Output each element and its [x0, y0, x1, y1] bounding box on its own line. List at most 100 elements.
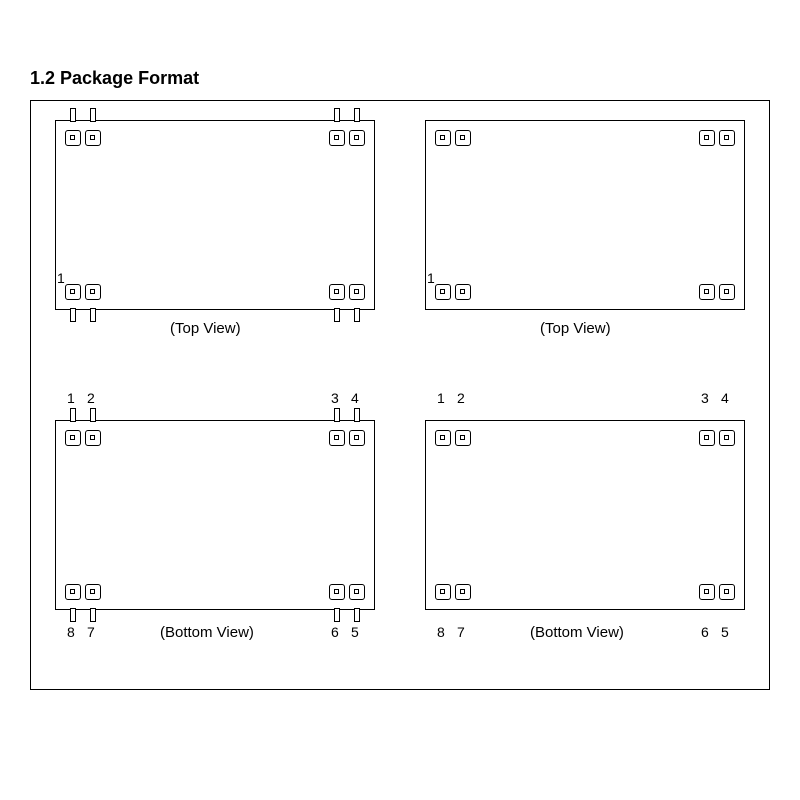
pad: [329, 284, 345, 300]
pad: [435, 584, 451, 600]
pin-num: 6: [331, 624, 339, 640]
pad-dot: [704, 135, 709, 140]
pad-dot: [440, 289, 445, 294]
pad: [719, 284, 735, 300]
pad-dot: [90, 435, 95, 440]
label-bottom-view-right: (Bottom View): [530, 624, 624, 641]
pin-num: 4: [721, 390, 729, 406]
pad-dot: [90, 135, 95, 140]
lead: [90, 108, 96, 122]
label-top-view-right: (Top View): [540, 320, 611, 337]
pin-num: 5: [351, 624, 359, 640]
pin-num: 8: [67, 624, 75, 640]
pad-dot: [460, 135, 465, 140]
pad: [85, 130, 101, 146]
lead: [334, 408, 340, 422]
pin-num: 6: [701, 624, 709, 640]
pad-dot: [460, 435, 465, 440]
module-top-right: [425, 120, 745, 310]
pad: [349, 584, 365, 600]
pad: [65, 284, 81, 300]
pad-dot: [334, 135, 339, 140]
pad-dot: [460, 589, 465, 594]
lead: [70, 308, 76, 322]
pad-dot: [70, 135, 75, 140]
pad-dot: [334, 289, 339, 294]
pad-dot: [724, 135, 729, 140]
lead: [354, 608, 360, 622]
pad: [435, 284, 451, 300]
lead: [354, 108, 360, 122]
pad: [455, 584, 471, 600]
pin-num: 1: [67, 390, 75, 406]
pin-num: 5: [721, 624, 729, 640]
pad-dot: [354, 289, 359, 294]
pin-num: 7: [457, 624, 465, 640]
pad: [699, 584, 715, 600]
section-title: 1.2 Package Format: [30, 68, 199, 89]
lead: [354, 308, 360, 322]
pad-dot: [724, 435, 729, 440]
pad: [85, 430, 101, 446]
pad: [329, 130, 345, 146]
lead: [90, 308, 96, 322]
pad-dot: [724, 289, 729, 294]
lead: [90, 408, 96, 422]
pad-dot: [70, 435, 75, 440]
pin-num: 2: [457, 390, 465, 406]
pad: [329, 430, 345, 446]
pad: [349, 430, 365, 446]
pin-num: 3: [331, 390, 339, 406]
lead: [334, 308, 340, 322]
pad: [699, 430, 715, 446]
pad: [349, 284, 365, 300]
pad: [65, 584, 81, 600]
pad-dot: [724, 589, 729, 594]
pin-num: 2: [87, 390, 95, 406]
pad: [719, 130, 735, 146]
label-top-view-left: (Top View): [170, 320, 241, 337]
pin-num: 4: [351, 390, 359, 406]
pad: [85, 284, 101, 300]
pad-dot: [704, 589, 709, 594]
module-bottom-right: [425, 420, 745, 610]
pin-num: 8: [437, 624, 445, 640]
pad: [65, 130, 81, 146]
lead: [70, 108, 76, 122]
pad-dot: [440, 435, 445, 440]
lead: [70, 608, 76, 622]
lead: [90, 608, 96, 622]
label-bottom-view-left: (Bottom View): [160, 624, 254, 641]
pad-dot: [90, 589, 95, 594]
pad-dot: [70, 289, 75, 294]
lead: [354, 408, 360, 422]
pin1-marker-left: 1: [57, 270, 65, 286]
pad: [349, 130, 365, 146]
pad-dot: [354, 589, 359, 594]
lead: [70, 408, 76, 422]
pad: [455, 130, 471, 146]
pad-dot: [70, 589, 75, 594]
pad-dot: [704, 435, 709, 440]
pad-dot: [704, 289, 709, 294]
pad: [455, 430, 471, 446]
pad-dot: [440, 135, 445, 140]
pad: [85, 584, 101, 600]
pad-dot: [354, 435, 359, 440]
pin-num: 3: [701, 390, 709, 406]
pad-dot: [460, 289, 465, 294]
pad: [719, 584, 735, 600]
lead: [334, 608, 340, 622]
pad: [719, 430, 735, 446]
pin-num: 1: [437, 390, 445, 406]
module-top-left: [55, 120, 375, 310]
pad: [435, 130, 451, 146]
module-bottom-left: [55, 420, 375, 610]
pad: [65, 430, 81, 446]
pad: [435, 430, 451, 446]
pad: [699, 130, 715, 146]
pad-dot: [90, 289, 95, 294]
pad: [699, 284, 715, 300]
pad-dot: [354, 135, 359, 140]
pin1-marker-right: 1: [427, 270, 435, 286]
